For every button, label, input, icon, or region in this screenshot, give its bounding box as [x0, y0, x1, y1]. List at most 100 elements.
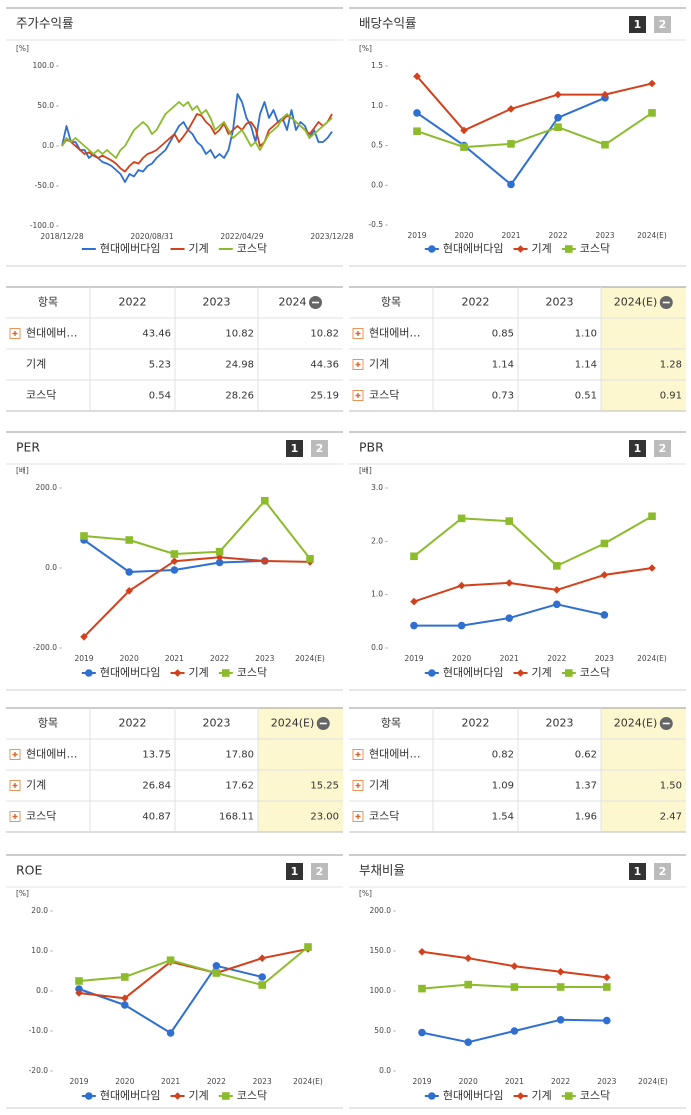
- legend-label: 기계: [532, 666, 552, 679]
- legend: 현대에버다임 기계 코스닥: [424, 666, 610, 679]
- marker: [304, 943, 312, 951]
- chart-title: 주가수익률: [16, 16, 74, 31]
- marker: [170, 566, 179, 574]
- y-tick-label: -10.0: [29, 1026, 49, 1035]
- marker: [648, 79, 656, 88]
- tab-button[interactable]: [311, 440, 328, 457]
- tab-button[interactable]: [286, 863, 303, 880]
- cell-value: 23.00: [310, 812, 339, 823]
- y-tick-label: 200.0: [36, 483, 58, 492]
- row-label: 현대에버…: [26, 748, 77, 761]
- x-tick-label: 2022/04/29: [220, 232, 263, 241]
- expand-plus: [355, 393, 361, 398]
- legend-label: 기계: [189, 242, 209, 255]
- series-line: [78, 964, 263, 1034]
- cell-value: 24.98: [225, 360, 254, 371]
- tab-label: 1: [291, 865, 299, 878]
- tab-button[interactable]: [629, 440, 646, 457]
- y-tick-label: 150.0: [370, 946, 392, 955]
- legend-label: 현대에버다임: [100, 242, 161, 255]
- series-line: [61, 101, 333, 159]
- cell-value: 25.19: [310, 391, 339, 402]
- column-header: 항목: [38, 296, 58, 309]
- cell-value: 1.54: [492, 812, 514, 823]
- series-line: [413, 567, 653, 603]
- cell-value: 40.87: [142, 812, 171, 823]
- tab-label: 1: [634, 865, 642, 878]
- marker: [516, 669, 525, 677]
- marker: [212, 962, 221, 970]
- tab-button[interactable]: [629, 863, 646, 880]
- marker: [565, 245, 573, 253]
- tab-button[interactable]: [629, 16, 646, 33]
- cell-value: 26.84: [142, 781, 171, 792]
- x-tick-label: 2019: [404, 654, 423, 663]
- x-tick-label: 2020: [120, 654, 139, 663]
- tab-button[interactable]: [654, 863, 671, 880]
- marker: [410, 621, 418, 630]
- cell-value: 168.11: [219, 812, 254, 823]
- y-tick-label: -100.0: [30, 221, 54, 230]
- cell-value: 5.23: [149, 360, 171, 371]
- legend-label: 현대에버다임: [443, 1089, 504, 1102]
- marker: [428, 1092, 436, 1100]
- cell-value: 0.91: [660, 391, 682, 402]
- y-tick-label: 0.0: [371, 643, 383, 652]
- x-tick-label: 2024(E): [293, 1077, 323, 1086]
- marker: [556, 1016, 565, 1024]
- marker: [173, 669, 182, 677]
- x-tick-label: 2023: [253, 1077, 272, 1086]
- legend-label: 코스닥: [237, 1089, 267, 1102]
- column-header: 2024: [279, 296, 307, 309]
- series-line: [83, 556, 311, 638]
- marker: [554, 123, 562, 132]
- marker: [553, 562, 561, 570]
- marker: [603, 1016, 611, 1025]
- legend: 현대에버다임 기계 코스닥: [81, 1089, 267, 1102]
- marker: [125, 587, 133, 595]
- y-tick-label: -0.5: [368, 220, 383, 229]
- marker: [457, 581, 466, 590]
- x-tick-label: 2024(E): [637, 231, 667, 240]
- chart-title: ROE: [16, 863, 43, 878]
- marker: [516, 245, 525, 253]
- tab-button[interactable]: [654, 440, 671, 457]
- marker: [170, 550, 179, 558]
- marker: [603, 973, 611, 982]
- expand-plus: [355, 331, 361, 336]
- x-tick-label: 2022: [207, 1077, 226, 1086]
- x-tick-label: 2022: [548, 231, 567, 240]
- cell-value: 1.14: [575, 360, 597, 371]
- series-line: [416, 75, 653, 132]
- marker: [121, 994, 129, 1002]
- marker: [510, 962, 519, 970]
- x-tick-label: 2021: [161, 1077, 180, 1086]
- expand-plus: [355, 783, 361, 788]
- marker: [601, 90, 609, 99]
- x-tick-label: 2020: [459, 1077, 478, 1086]
- row-label: 현대에버…: [369, 327, 420, 340]
- cell-value: 10.82: [225, 329, 254, 340]
- marker: [121, 1001, 129, 1009]
- marker: [507, 105, 515, 113]
- marker: [75, 985, 83, 993]
- cell-value: 17.62: [225, 781, 254, 792]
- marker: [261, 496, 269, 505]
- legend-label: 현대에버다임: [443, 242, 504, 255]
- x-tick-label: 2024(E): [295, 654, 325, 663]
- x-tick-label: 2022: [551, 1077, 570, 1086]
- x-tick-label: 2020/08/31: [130, 232, 173, 241]
- tab-button[interactable]: [311, 863, 328, 880]
- marker: [600, 539, 609, 548]
- tab-button[interactable]: [286, 440, 303, 457]
- y-unit: [%]: [16, 44, 29, 53]
- tab-button[interactable]: [654, 16, 671, 33]
- expand-plus: [12, 783, 18, 788]
- marker: [418, 948, 426, 956]
- x-tick-label: 2022: [547, 654, 566, 663]
- cell-value: 1.37: [575, 781, 597, 792]
- y-tick-label: 2.0: [371, 536, 383, 545]
- x-tick-label: 2018/12/28: [40, 232, 83, 241]
- legend-label: 기계: [189, 1089, 209, 1102]
- tab-label: 1: [291, 442, 299, 455]
